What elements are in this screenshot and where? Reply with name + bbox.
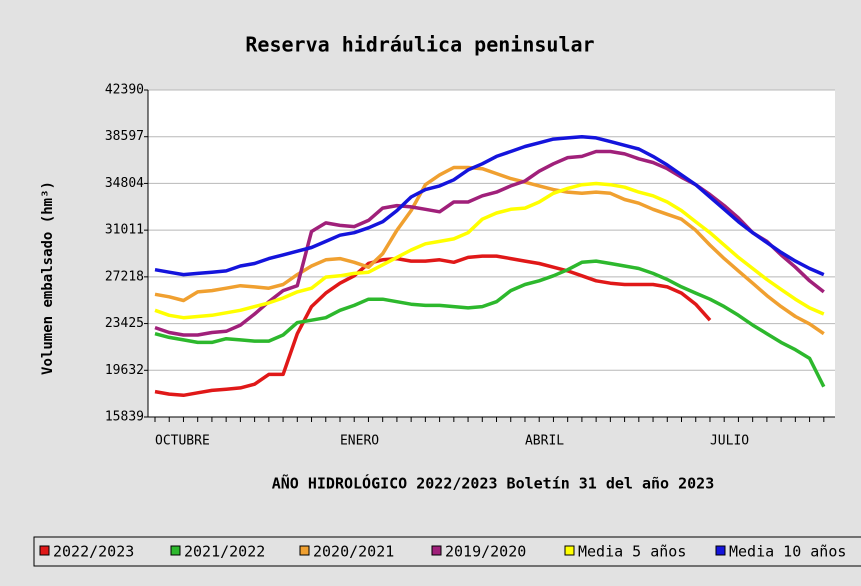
chart-title: Reserva hidráulica peninsular xyxy=(245,33,594,57)
y-tick-label: 19632 xyxy=(105,363,144,378)
y-tick-label: 15839 xyxy=(105,410,144,425)
legend-label: 2022/2023 xyxy=(53,543,134,561)
legend-label: 2021/2022 xyxy=(184,543,265,561)
y-tick-label: 27218 xyxy=(105,269,144,284)
series-line xyxy=(154,181,825,320)
x-tick-label: OCTUBRE xyxy=(155,434,210,449)
legend-label: 2020/2021 xyxy=(313,543,394,561)
legend-swatch xyxy=(170,545,181,556)
y-tick-label: 31011 xyxy=(105,223,144,238)
series-line xyxy=(154,254,712,398)
legend-label: 2019/2020 xyxy=(445,543,526,561)
series-line xyxy=(154,165,825,336)
y-tick-label: 42390 xyxy=(105,83,144,98)
x-tick-label: ABRIL xyxy=(525,434,564,449)
x-tick-label: ENERO xyxy=(340,434,379,449)
series-line xyxy=(154,134,825,277)
series-line xyxy=(154,259,826,388)
legend-label: Media 5 años xyxy=(578,543,686,561)
x-axis-title: AÑO HIDROLÓGICO 2022/2023 Boletín 31 del… xyxy=(272,474,715,493)
legend-swatch xyxy=(39,545,50,556)
legend-swatch xyxy=(564,545,575,556)
legend-swatch xyxy=(431,545,442,556)
x-tick-label: JULIO xyxy=(710,434,749,449)
y-tick-label: 38597 xyxy=(105,129,144,144)
legend-swatch xyxy=(299,545,310,556)
legend-swatch xyxy=(715,545,726,556)
y-axis-title: Volumen embalsado (hm³) xyxy=(40,181,56,375)
y-tick-label: 23425 xyxy=(105,316,144,331)
legend-label: Media 10 años xyxy=(729,543,846,561)
y-tick-label: 34804 xyxy=(105,176,144,191)
